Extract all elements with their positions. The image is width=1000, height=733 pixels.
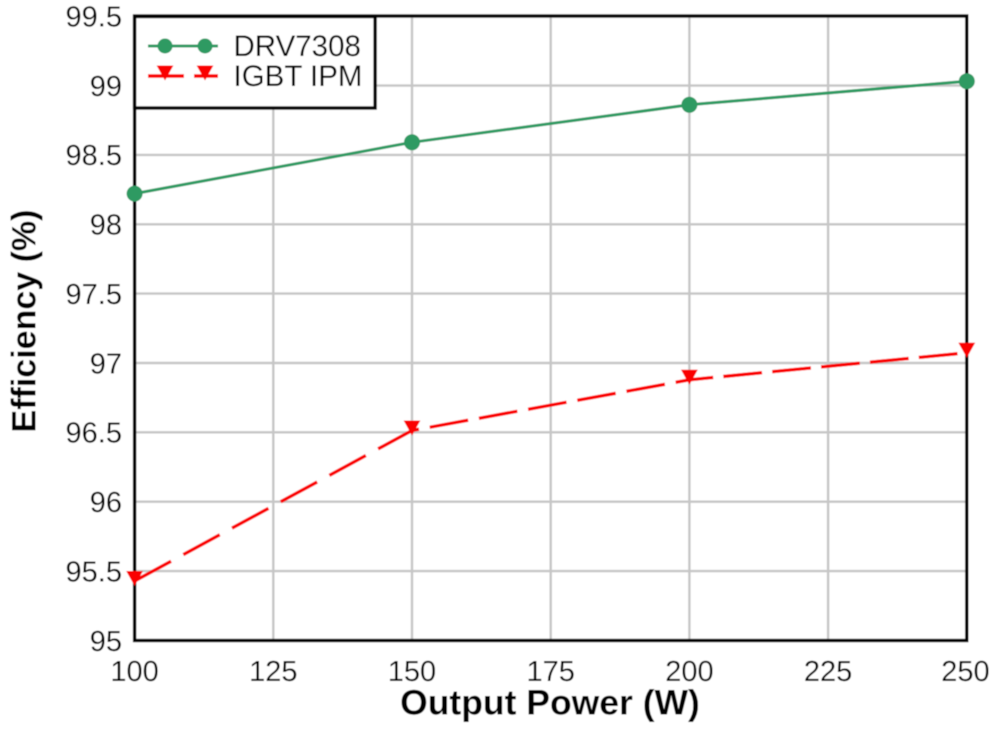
svg-text:95.5: 95.5 [66, 556, 122, 588]
svg-text:99.5: 99.5 [66, 2, 122, 34]
svg-text:97: 97 [90, 348, 122, 380]
svg-text:96.5: 96.5 [66, 418, 122, 450]
svg-text:98.5: 98.5 [66, 140, 122, 172]
svg-text:99: 99 [90, 71, 122, 103]
svg-text:175: 175 [527, 656, 575, 688]
svg-text:96: 96 [90, 487, 122, 519]
svg-text:95: 95 [90, 626, 122, 658]
svg-text:DRV7308: DRV7308 [234, 30, 361, 63]
svg-text:98: 98 [90, 210, 122, 242]
svg-text:IGBT IPM: IGBT IPM [234, 60, 363, 93]
svg-text:225: 225 [804, 656, 852, 688]
svg-text:125: 125 [249, 656, 297, 688]
svg-text:150: 150 [388, 656, 436, 688]
svg-text:250: 250 [941, 656, 989, 688]
svg-text:200: 200 [665, 656, 713, 688]
svg-text:97.5: 97.5 [66, 279, 122, 311]
svg-text:Output Power (W): Output Power (W) [400, 683, 700, 723]
svg-text:Efficiency (%): Efficiency (%) [6, 210, 44, 433]
svg-text:100: 100 [110, 656, 158, 688]
